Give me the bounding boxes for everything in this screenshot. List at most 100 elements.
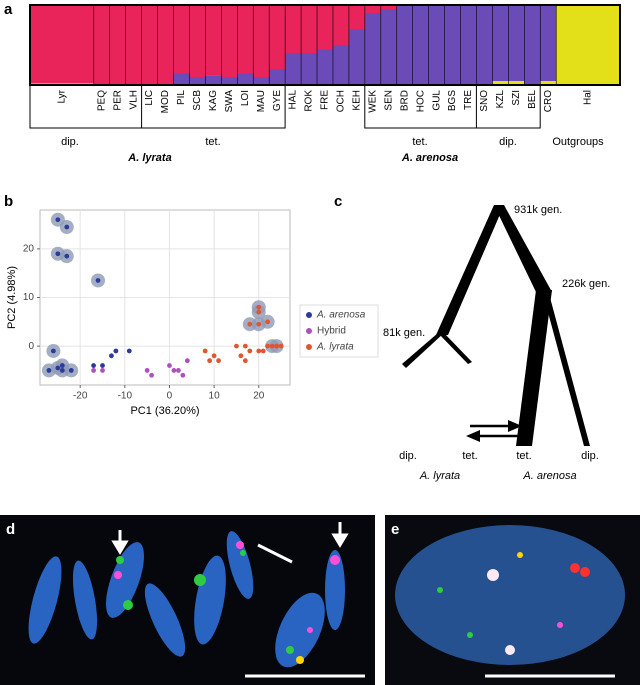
bar-segment <box>269 5 286 69</box>
bracket <box>29 86 143 129</box>
x-tick-label: BEL <box>527 90 538 109</box>
x-tick-label: SCB <box>192 90 203 111</box>
x-tick-label: Lyr <box>57 89 68 103</box>
tree <box>402 205 590 446</box>
x-axis-label: PC1 (36.20%) <box>130 405 199 417</box>
bar-segment <box>348 5 366 29</box>
point <box>91 368 96 373</box>
bar-segment <box>317 49 334 85</box>
x-tick-label: MOD <box>160 90 171 113</box>
legend-swatch <box>306 312 312 318</box>
point <box>242 358 248 364</box>
bracket <box>476 86 541 129</box>
bar-segment <box>269 69 286 85</box>
point <box>256 321 262 327</box>
arrow-head <box>466 430 480 442</box>
point <box>171 368 177 373</box>
x-tick-label: 10 <box>209 391 221 402</box>
x-tick-label: TRE <box>463 90 474 110</box>
branch <box>402 333 444 368</box>
bar-segment <box>157 5 174 85</box>
bar-segment <box>476 5 493 85</box>
ploidy-label: dip. <box>499 136 517 148</box>
bar-segment <box>189 5 206 77</box>
bar-segment <box>396 5 414 85</box>
branch <box>436 205 504 335</box>
micrograph-d: d <box>0 515 375 685</box>
x-tick-label: FRE <box>320 90 331 110</box>
outgroups-label: Outgroups <box>552 136 604 148</box>
point <box>265 319 271 325</box>
bar-segment <box>221 5 238 77</box>
point <box>91 363 96 368</box>
point <box>100 363 105 368</box>
y-tick-label: 0 <box>28 341 34 352</box>
x-tick-label: SZI <box>511 90 522 106</box>
species-label: A. arenosa <box>401 152 458 164</box>
point <box>269 343 275 349</box>
bar-segment <box>460 5 477 85</box>
legend-label: Hybrid <box>317 326 346 337</box>
x-tick-label: HAL <box>288 90 299 110</box>
point <box>278 343 284 349</box>
point <box>95 278 101 283</box>
legend-label: A. lyrata <box>316 342 354 353</box>
bar-segment <box>237 73 254 85</box>
chromosome <box>72 560 98 640</box>
ploidy-label: tet. <box>516 450 531 462</box>
x-tick-label: KEH <box>352 90 363 111</box>
ploidy-label: dip. <box>399 450 417 462</box>
time-label: 931k gen. <box>514 204 562 216</box>
species-label: A. lyrata <box>127 152 171 164</box>
point <box>247 348 253 354</box>
branch <box>494 205 552 292</box>
point <box>216 358 221 364</box>
point <box>55 217 61 223</box>
x-tick-label: BRD <box>399 90 410 111</box>
chromosome <box>28 556 62 644</box>
bar-segment <box>364 13 382 85</box>
bar-segment <box>444 5 461 85</box>
chromosome <box>106 542 144 618</box>
legend-swatch <box>306 344 312 350</box>
panel-labels: a b c <box>4 1 342 210</box>
panel-label: b <box>4 193 13 210</box>
point <box>46 368 52 373</box>
ploidy-label: dip. <box>61 136 79 148</box>
bar-segment <box>380 5 398 9</box>
panel-label: d <box>6 521 15 538</box>
bar-segment <box>237 5 254 73</box>
legend-swatch <box>306 328 312 334</box>
bar-segment <box>93 5 111 85</box>
bar-segment <box>205 5 222 76</box>
bar-segment <box>189 77 206 85</box>
point <box>247 321 253 327</box>
bar-segment <box>285 5 302 53</box>
point <box>68 368 74 373</box>
panel-label: c <box>334 193 342 210</box>
point <box>184 358 190 364</box>
x-tick-label: PER <box>112 90 123 111</box>
point <box>274 343 280 349</box>
bar-segment <box>492 81 509 85</box>
branch <box>438 333 472 364</box>
point <box>211 353 217 359</box>
point <box>175 368 181 373</box>
x-tick-label: -10 <box>118 391 133 402</box>
bar-segment <box>253 77 270 85</box>
panel-label: e <box>391 521 399 538</box>
bar-segment <box>524 5 541 85</box>
x-tick-label: KZL <box>495 90 506 109</box>
bar-segment <box>301 5 318 53</box>
x-tick-label: ROK <box>304 90 315 112</box>
y-axis-label: PC2 (4.98%) <box>6 266 18 329</box>
x-tick-label: 20 <box>253 391 265 402</box>
ploidy-label: tet. <box>205 136 220 148</box>
bar-segment <box>412 5 429 85</box>
chromosome <box>144 583 186 657</box>
bar-segment <box>348 29 366 85</box>
point <box>265 343 271 349</box>
branch <box>516 290 552 446</box>
bracket <box>364 86 477 129</box>
